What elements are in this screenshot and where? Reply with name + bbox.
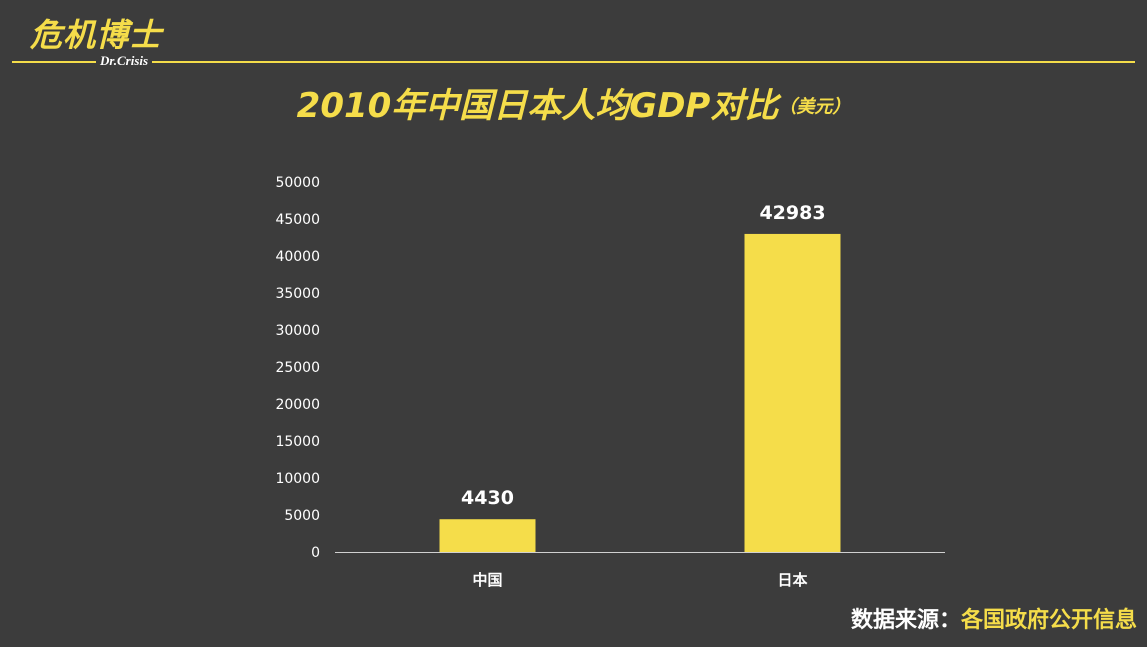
- bar: [744, 233, 841, 553]
- y-tick-label: 45000: [275, 212, 320, 228]
- y-tick-label: 30000: [275, 323, 320, 339]
- y-tick-label: 5000: [284, 508, 320, 524]
- source-label: 数据来源：: [850, 608, 961, 633]
- source-note: 数据来源：各国政府公开信息: [851, 604, 1137, 638]
- chart-title-main: 2010年中国日本人均GDP对比: [296, 86, 779, 126]
- y-tick-label: 40000: [275, 249, 320, 265]
- bar: [439, 519, 536, 552]
- header-rule: [12, 61, 1135, 63]
- source-value: 各国政府公开信息: [960, 608, 1137, 633]
- data-label: 42983: [759, 202, 825, 224]
- chart-title: 2010年中国日本人均GDP对比（美元）: [0, 84, 1147, 130]
- y-tick-label: 35000: [275, 286, 320, 302]
- brand-logo-text: 危机博士: [30, 16, 163, 54]
- chart-title-unit: （美元）: [778, 96, 851, 118]
- x-category-label: 中国: [472, 571, 502, 589]
- y-tick-label: 10000: [275, 471, 320, 487]
- y-tick-label: 20000: [275, 397, 320, 413]
- y-tick-label: 0: [311, 545, 320, 561]
- y-tick-label: 50000: [275, 175, 320, 191]
- brand-logo-subtitle: Dr.Crisis: [96, 54, 153, 68]
- y-tick-label: 25000: [275, 360, 320, 376]
- data-label: 4430: [461, 487, 514, 509]
- y-tick-label: 15000: [275, 434, 320, 450]
- x-category-label: 日本: [777, 571, 807, 589]
